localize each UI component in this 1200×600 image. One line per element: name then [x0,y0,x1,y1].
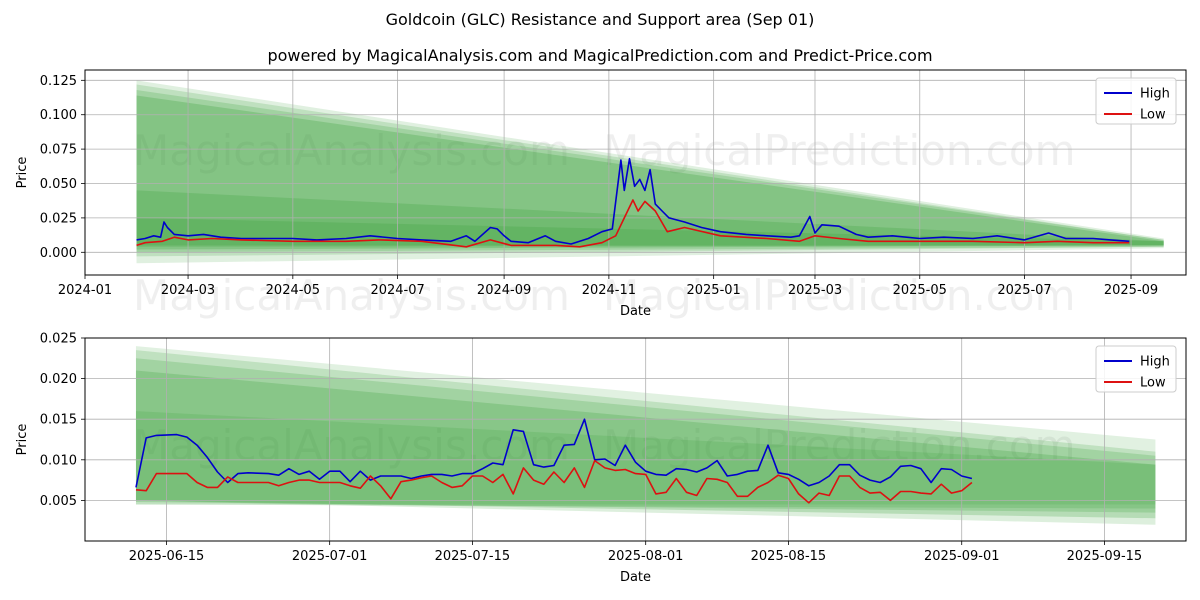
band-5 [136,190,1164,247]
chart-title: Goldcoin (GLC) Resistance and Support ar… [385,10,815,29]
y-tick-label: 0.025 [40,332,77,347]
watermark-prediction: MagicalPrediction.com [603,126,1076,175]
series-low-line [135,459,973,504]
y-tick-label: 0.100 [40,108,77,123]
legend-low-label: Low [1140,376,1166,391]
y-tick-label: 0.025 [40,211,77,226]
y-tick-label: 0.125 [40,74,77,89]
x-tick-label: 2024-09 [477,283,531,298]
watermark-analysis: MagicalAnalysis.com [133,126,570,175]
x-tick-label: 2025-09-15 [1067,549,1143,564]
legend-box [1095,77,1177,125]
x-tick-label: 2025-03 [788,283,842,298]
y-axis-label: Price [15,157,30,189]
x-axis-label: Date [620,304,651,319]
series-lines [136,157,1130,248]
watermark-prediction: MagicalPrediction.com [603,271,1076,320]
x-tick-label: 2024-01 [58,283,112,298]
y-tick-label: 0.015 [40,413,77,428]
legend-low-label: Low [1140,108,1166,123]
series-low-line [136,199,1130,248]
watermark-prediction: MagicalPrediction.com [603,421,1076,470]
x-tick-label: 2025-07-01 [292,549,368,564]
y-tick-label: 0.020 [40,372,77,387]
x-axis-label: Date [620,570,651,585]
chart-subtitle: powered by MagicalAnalysis.com and Magic… [267,46,933,65]
x-tick-label: 2024-03 [161,283,215,298]
x-tick-label: 2025-07-15 [435,549,511,564]
x-tick-label: 2024-05 [266,283,320,298]
x-tick-label: 2025-09-01 [924,549,1000,564]
panel-2: MagicalAnalysis.com MagicalPrediction.com… [15,332,1187,585]
x-tick-label: 2025-06-15 [129,549,205,564]
legend: High Low [1095,77,1177,125]
x-tick-label: 2024-11 [582,283,636,298]
series-high-line [136,157,1130,245]
y-tick-label: 0.075 [40,143,77,158]
x-tick-label: 2025-01 [686,283,740,298]
watermark-analysis: MagicalAnalysis.com [133,421,570,470]
x-tick-label: 2025-07 [997,283,1051,298]
legend-high-label: High [1140,87,1170,102]
series-high-line [135,418,973,488]
x-tick-label: 2025-08-15 [751,549,827,564]
legend: High Low [1095,345,1177,393]
x-tick-label: 2025-05 [893,283,947,298]
x-tick-label: 2024-07 [370,283,424,298]
x-tick-label: 2025-08-01 [608,549,684,564]
axes-frame [84,69,1187,276]
y-tick-label: 0.005 [40,494,77,509]
y-tick-label: 0.000 [40,246,77,261]
legend-box [1095,345,1177,393]
legend-high-label: High [1140,355,1170,370]
y-tick-label: 0.010 [40,453,77,468]
y-axis-label: Price [15,424,30,456]
watermark-analysis: MagicalAnalysis.com [133,271,570,320]
x-tick-label: 2025-09 [1104,283,1158,298]
series-lines [135,418,973,504]
panel-1: MagicalAnalysis.com MagicalPrediction.com… [15,69,1187,320]
y-tick-label: 0.050 [40,177,77,192]
axes-frame [84,337,1187,542]
